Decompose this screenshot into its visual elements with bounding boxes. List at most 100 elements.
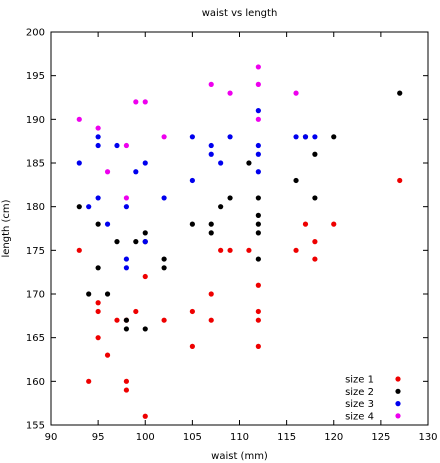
point-size-3 (86, 204, 92, 210)
point-size-3 (218, 160, 224, 166)
x-tick-label: 90 (45, 432, 58, 443)
point-size-2 (293, 177, 299, 184)
x-tick-label: 130 (418, 432, 437, 443)
x-tick-label: 120 (324, 432, 343, 443)
point-size-3 (302, 134, 309, 140)
point-size-2 (255, 256, 261, 262)
y-tick-label: 190 (26, 115, 45, 126)
point-size-1 (95, 308, 101, 315)
point-size-1 (218, 247, 224, 253)
point-size-2 (104, 291, 111, 297)
point-size-1 (95, 300, 101, 306)
y-tick-label: 200 (26, 28, 45, 39)
point-size-1 (255, 282, 261, 288)
point-size-2 (161, 256, 167, 262)
point-size-4 (255, 64, 261, 70)
x-axis-ticks: 90 95 100 105 110 115 120 125 130 (45, 32, 438, 443)
point-size-2 (161, 265, 167, 271)
point-size-1 (114, 317, 120, 323)
point-size-1 (76, 247, 82, 253)
point-size-2 (189, 221, 195, 227)
point-size-2 (227, 195, 233, 201)
y-tick-label: 180 (26, 202, 45, 213)
point-size-2 (312, 195, 318, 201)
point-size-1 (95, 335, 101, 341)
point-size-1 (142, 413, 148, 419)
y-tick-label: 195 (26, 71, 45, 82)
point-size-3 (227, 134, 233, 140)
point-size-1 (302, 221, 309, 227)
point-size-1 (255, 343, 261, 349)
point-size-3 (189, 134, 195, 140)
point-size-2 (208, 221, 214, 227)
point-size-4 (95, 125, 101, 131)
x-tick-label: 110 (230, 432, 249, 443)
data-points (76, 64, 403, 419)
point-size-3 (95, 142, 101, 149)
point-size-3 (208, 142, 214, 149)
plot-area-frame (50, 31, 429, 426)
point-size-2 (208, 230, 214, 236)
legend-label-size-1: size 1 (345, 375, 374, 386)
y-tick-label: 160 (26, 377, 45, 388)
point-size-1 (293, 247, 299, 253)
y-tick-label: 155 (26, 421, 45, 432)
x-tick-label: 105 (183, 432, 202, 443)
point-size-3 (208, 151, 214, 157)
point-size-1 (123, 387, 129, 393)
point-size-4 (133, 99, 139, 105)
point-size-4 (123, 195, 129, 201)
legend-marker-size-4 (395, 413, 401, 419)
x-tick-label: 125 (371, 432, 390, 443)
point-size-1 (104, 352, 111, 358)
point-size-4 (255, 81, 261, 87)
point-size-2 (255, 195, 261, 201)
point-size-2 (142, 230, 148, 236)
x-axis-title: waist (mm) (211, 451, 268, 462)
point-size-1 (208, 291, 214, 297)
chart-title: waist vs length (202, 8, 278, 19)
point-size-3 (123, 265, 129, 271)
point-size-2 (218, 204, 224, 210)
legend-label-size-2: size 2 (345, 387, 374, 398)
point-size-3 (114, 142, 120, 149)
point-size-4 (142, 99, 148, 105)
y-axis-ticks: 155 160 165 170 175 180 185 190 195 200 (26, 28, 428, 432)
point-size-2 (123, 317, 129, 323)
x-tick-label: 95 (92, 432, 105, 443)
point-size-2 (76, 204, 82, 210)
y-tick-label: 170 (26, 290, 45, 301)
point-size-2 (133, 239, 139, 245)
point-size-1 (123, 378, 129, 384)
point-size-3 (76, 160, 82, 166)
point-size-2 (255, 212, 261, 218)
point-size-2 (331, 134, 337, 140)
point-size-1 (227, 247, 233, 253)
point-size-3 (255, 151, 261, 157)
point-size-4 (161, 134, 167, 140)
point-size-1 (133, 308, 139, 315)
legend-marker-size-3 (395, 401, 401, 407)
point-size-4 (76, 116, 82, 122)
y-axis-title: length (cm) (1, 199, 12, 257)
legend-label-size-3: size 3 (345, 399, 374, 410)
point-size-3 (104, 221, 111, 227)
point-size-2 (123, 326, 129, 332)
point-size-3 (95, 134, 101, 140)
point-size-4 (293, 90, 299, 96)
point-size-1 (255, 308, 261, 315)
point-size-3 (161, 195, 167, 201)
point-size-3 (142, 160, 148, 166)
point-size-4 (255, 116, 261, 122)
point-size-1 (397, 177, 403, 184)
x-tick-label: 115 (277, 432, 296, 443)
point-size-3 (133, 169, 139, 175)
x-tick-label: 100 (136, 432, 155, 443)
point-size-1 (312, 256, 318, 262)
point-size-3 (255, 142, 261, 149)
point-size-2 (86, 291, 92, 297)
point-size-3 (142, 239, 148, 245)
point-size-1 (189, 308, 195, 315)
point-size-3 (255, 108, 261, 114)
